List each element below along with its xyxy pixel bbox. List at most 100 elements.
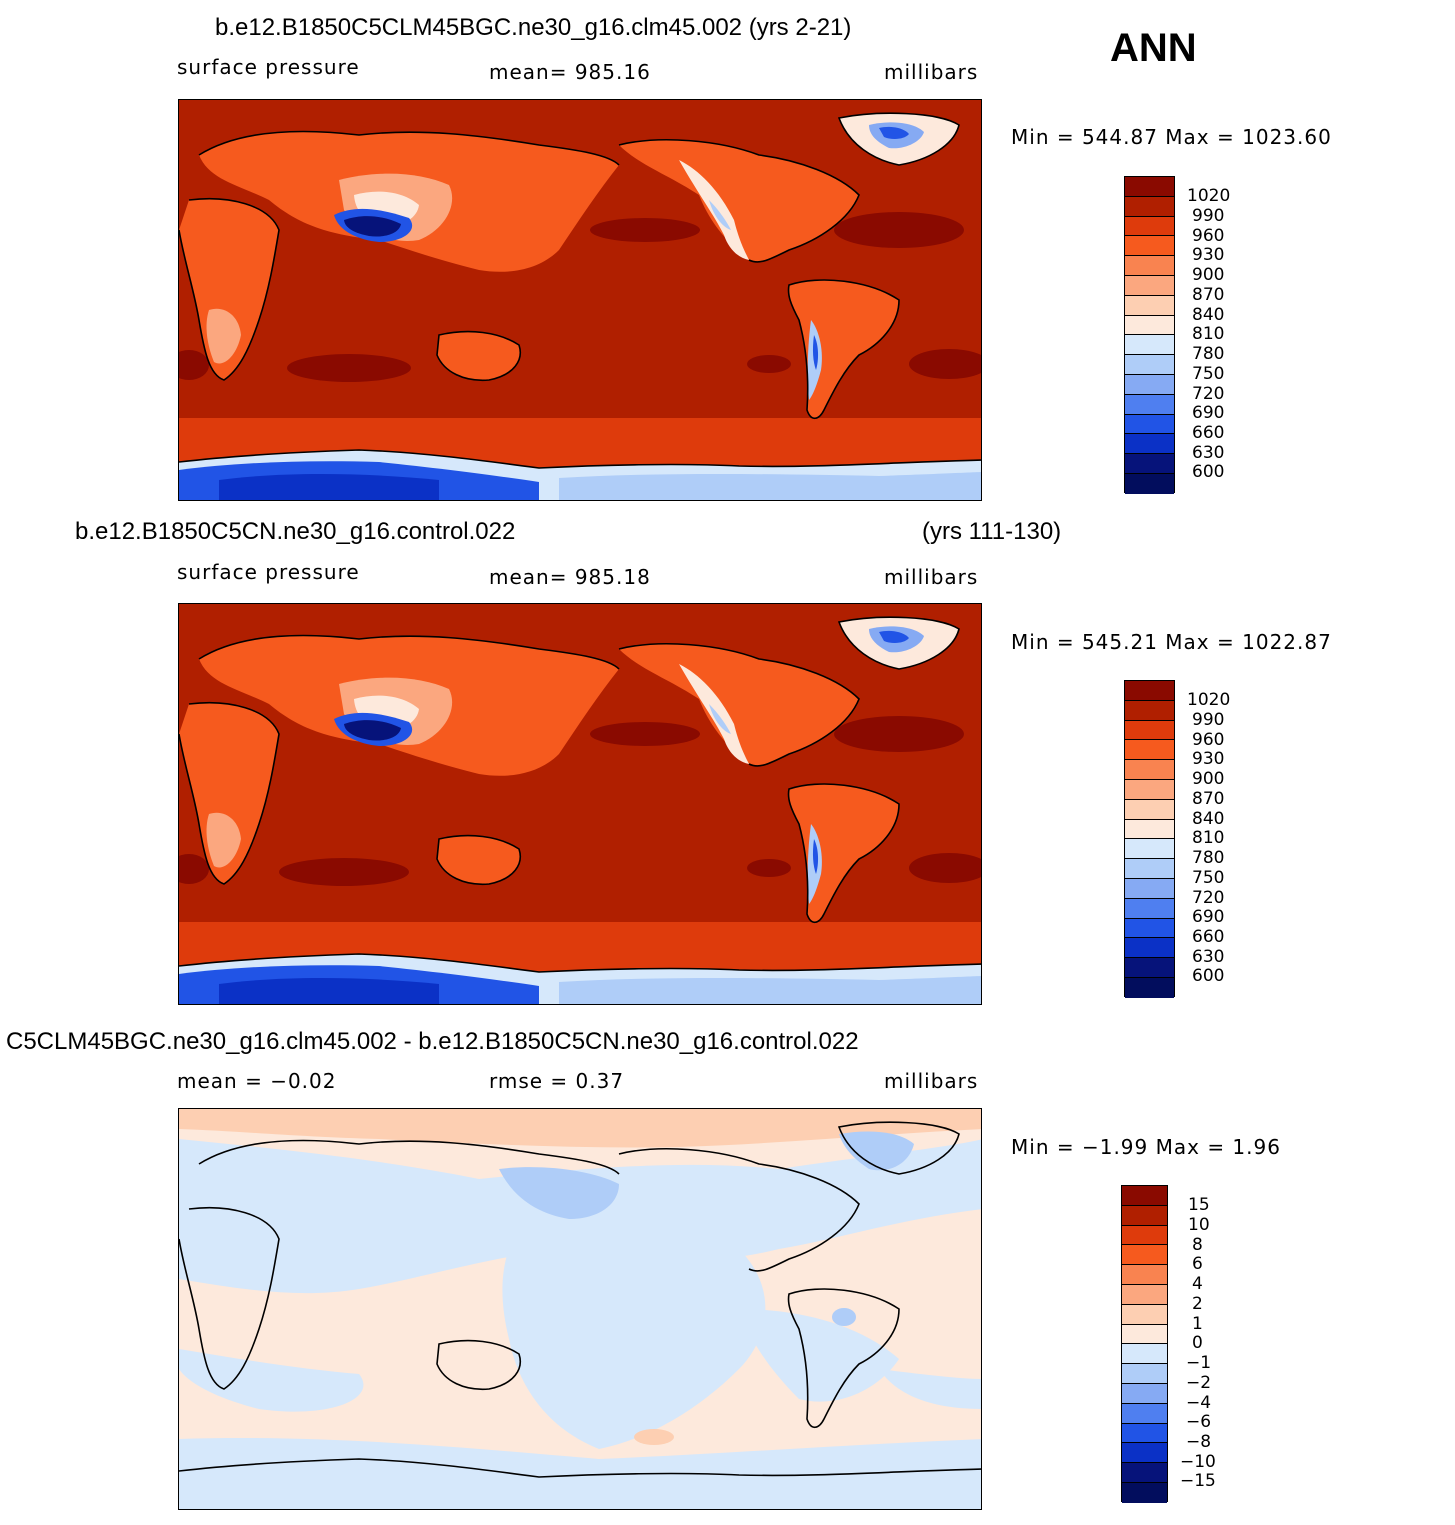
- panel3-colorbar: [1121, 1185, 1168, 1503]
- panel1-map-field: [179, 100, 981, 500]
- panel1-colorbar-bin: [1125, 355, 1174, 375]
- panel2-colorbar-bin: [1125, 700, 1174, 721]
- panel1-colorbar-bin: [1125, 236, 1174, 257]
- panel3-rmse-label: rmse = 0.37: [489, 1069, 625, 1093]
- panel3-colorbar-label: 4: [1192, 1274, 1203, 1294]
- panel1-colorbar-label: 630: [1192, 443, 1225, 463]
- panel1-colorbar-label: 930: [1192, 245, 1225, 265]
- panel3-colorbar-bin: [1122, 1463, 1167, 1483]
- panel1-colorbar-label: 960: [1192, 226, 1225, 246]
- panel3-mean-label: mean = −0.02: [177, 1069, 337, 1093]
- panel3-colorbar-label: −4: [1186, 1393, 1212, 1413]
- panel3-colorbar-label: 15: [1188, 1195, 1210, 1215]
- panel1-colorbar-bin: [1125, 434, 1174, 455]
- panel2-colorbar-label: 930: [1192, 749, 1225, 769]
- panel2-colorbar-label: 720: [1192, 888, 1225, 908]
- panel3-colorbar-label: −10: [1180, 1452, 1216, 1472]
- panel3-colorbar-label: −1: [1186, 1353, 1212, 1373]
- panel3-colorbar-label: 8: [1192, 1235, 1203, 1255]
- panel3-colorbar-bin: [1122, 1304, 1167, 1325]
- panel2-colorbar-bin: [1125, 720, 1174, 741]
- panel2-map: [178, 603, 982, 1005]
- panel2-colorbar-label: 780: [1192, 848, 1225, 868]
- panel3-title: C5CLM45BGC.ne30_g16.clm45.002 - b.e12.B1…: [6, 1028, 859, 1055]
- panel1-colorbar-label: 720: [1192, 384, 1225, 404]
- panel2-colorbar-label: 690: [1192, 907, 1225, 927]
- panel2-colorbar-bin: [1125, 878, 1174, 899]
- panel2-colorbar-bin: [1125, 839, 1174, 860]
- panel2-colorbar-bin: [1125, 918, 1174, 939]
- panel1-colorbar-label: 780: [1192, 344, 1225, 364]
- panel1-variable-label: surface pressure: [177, 55, 360, 79]
- panel1-colorbar-label: 1020: [1187, 186, 1231, 206]
- panel2-mean-label: mean= 985.18: [489, 565, 651, 589]
- panel3-colorbar-bin: [1122, 1245, 1167, 1266]
- panel3-colorbar-label: 1: [1192, 1314, 1203, 1334]
- panel3-colorbar-bin: [1122, 1383, 1167, 1404]
- panel3-colorbar-bin: [1122, 1324, 1167, 1345]
- panel1-colorbar: [1124, 176, 1175, 494]
- panel3-colorbar-bin: [1122, 1225, 1167, 1246]
- panel3-colorbar-bin: [1122, 1403, 1167, 1424]
- panel1-colorbar-label: 870: [1192, 285, 1225, 305]
- panel2-colorbar-bin: [1125, 938, 1174, 959]
- panel3-colorbar-label: −8: [1186, 1432, 1212, 1452]
- panel1-colorbar-label: 660: [1192, 423, 1225, 443]
- panel1-colorbar-label: 600: [1192, 462, 1225, 482]
- panel3-colorbar-bin: [1122, 1423, 1167, 1444]
- panel1-colorbar-bin: [1125, 315, 1174, 336]
- panel3-colorbar-label: 6: [1192, 1254, 1203, 1274]
- panel2-colorbar-bin: [1125, 958, 1174, 978]
- panel2-colorbar-bin: [1125, 681, 1174, 701]
- panel1-colorbar-bin: [1125, 216, 1174, 237]
- panel1-colorbar-bin: [1125, 473, 1174, 494]
- panel1-colorbar-bin: [1125, 256, 1174, 276]
- panel3-colorbar-label: 2: [1192, 1294, 1203, 1314]
- panel2-colorbar-label: 660: [1192, 927, 1225, 947]
- season-label: ANN: [1110, 26, 1197, 70]
- panel1-title: b.e12.B1850C5CLM45BGC.ne30_g16.clm45.002…: [215, 14, 852, 41]
- panel1-units-label: millibars: [884, 60, 979, 84]
- panel1-colorbar-bin: [1125, 335, 1174, 356]
- panel1-colorbar-label: 750: [1192, 364, 1225, 384]
- panel3-colorbar-bin: [1122, 1186, 1167, 1206]
- panel2-colorbar-bin: [1125, 819, 1174, 840]
- panel1-colorbar-label: 690: [1192, 403, 1225, 423]
- panel1-colorbar-bin: [1125, 454, 1174, 474]
- panel3-map-field: [179, 1109, 981, 1509]
- panel3-colorbar-bin: [1122, 1284, 1167, 1305]
- panel2-colorbar-label: 840: [1192, 809, 1225, 829]
- panel2-colorbar-bin: [1125, 799, 1174, 820]
- panel3-units-label: millibars: [884, 1069, 979, 1093]
- panel3-colorbar-bin: [1122, 1205, 1167, 1226]
- panel2-colorbar-label: 600: [1192, 966, 1225, 986]
- panel2-colorbar-bin: [1125, 977, 1174, 998]
- panel2-colorbar-bin: [1125, 898, 1174, 919]
- panel3-colorbar-bin: [1122, 1344, 1167, 1365]
- panel3-colorbar-bin: [1122, 1482, 1167, 1503]
- panel2-colorbar-label: 810: [1192, 828, 1225, 848]
- panel1-map: [178, 99, 982, 501]
- panel2-colorbar-label: 750: [1192, 868, 1225, 888]
- panel2-units-label: millibars: [884, 565, 979, 589]
- panel3-map: [178, 1108, 982, 1510]
- panel1-colorbar-bin: [1125, 295, 1174, 316]
- panel2-colorbar-bin: [1125, 859, 1174, 879]
- panel3-colorbar-bin: [1122, 1265, 1167, 1285]
- panel2-colorbar-bin: [1125, 779, 1174, 800]
- panel1-colorbar-bin: [1125, 177, 1174, 197]
- panel1-colorbar-label: 990: [1192, 206, 1225, 226]
- panel1-colorbar-bin: [1125, 394, 1174, 415]
- panel3-colorbar-label: 0: [1192, 1333, 1203, 1353]
- panel2-map-field: [179, 604, 981, 1004]
- panel1-colorbar-label: 900: [1192, 265, 1225, 285]
- panel2-variable-label: surface pressure: [177, 560, 360, 584]
- panel2-colorbar-label: 900: [1192, 769, 1225, 789]
- panel1-minmax: Min = 544.87 Max = 1023.60: [1011, 125, 1332, 149]
- panel3-colorbar-label: −2: [1186, 1373, 1212, 1393]
- panel3-colorbar-label: −6: [1186, 1412, 1212, 1432]
- panel2-colorbar-label: 990: [1192, 710, 1225, 730]
- panel1-colorbar-bin: [1125, 196, 1174, 217]
- panel3-colorbar-bin: [1122, 1443, 1167, 1464]
- panel2-colorbar: [1124, 680, 1175, 998]
